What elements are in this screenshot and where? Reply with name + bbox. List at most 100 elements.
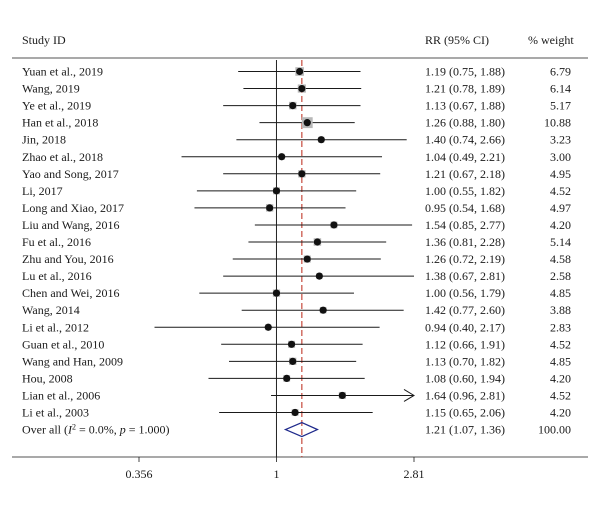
- study-row: Chen and Wei, 2016 1.00 (0.56, 1.79) 4.85: [22, 286, 571, 300]
- weight-value: 4.20: [550, 371, 571, 385]
- weight-value: 4.20: [550, 218, 571, 232]
- point-estimate: [317, 136, 325, 144]
- study-label: Yuan et al., 2019: [22, 65, 103, 79]
- point-estimate: [272, 187, 281, 195]
- rr-value: 0.94 (0.40, 2.17): [425, 320, 505, 334]
- rr-value: 1.54 (0.85, 2.77): [425, 218, 505, 232]
- rr-value: 1.40 (0.74, 2.66): [425, 133, 505, 147]
- study-label: Zhu and You, 2016: [22, 252, 114, 266]
- rr-value: 1.15 (0.65, 2.06): [425, 406, 505, 420]
- study-row: Fu et al., 2016 1.36 (0.81, 2.28) 5.14: [22, 235, 571, 249]
- point-estimate: [315, 272, 323, 280]
- study-label: Wang, 2019: [22, 82, 80, 96]
- study-row: Hou, 2008 1.08 (0.60, 1.94) 4.20: [22, 371, 571, 385]
- study-row: Guan et al., 2010 1.12 (0.66, 1.91) 4.52: [22, 337, 571, 351]
- rr-value: 1.21 (0.78, 1.89): [425, 82, 505, 96]
- header-weight: % weight: [528, 33, 574, 47]
- study-row: Li et al., 2012 0.94 (0.40, 2.17) 2.83: [22, 320, 571, 334]
- weight-value: 3.88: [550, 303, 571, 317]
- weight-value: 5.14: [550, 235, 571, 249]
- study-row: Wang, 2014 1.42 (0.77, 2.60) 3.88: [22, 303, 571, 317]
- study-label: Li et al., 2003: [22, 406, 89, 420]
- study-label: Ye et al., 2019: [22, 99, 91, 113]
- ci-arrow: [403, 389, 415, 402]
- weight-value: 5.17: [550, 99, 571, 113]
- rr-value: 1.26 (0.72, 2.19): [425, 252, 505, 266]
- point-estimate: [291, 408, 299, 417]
- point-estimate: [303, 119, 311, 127]
- rr-value: 1.64 (0.96, 2.81): [425, 388, 505, 402]
- study-row: Ye et al., 2019 1.13 (0.67, 1.88) 5.17: [22, 99, 571, 113]
- rr-value: 1.13 (0.67, 1.88): [425, 99, 505, 113]
- rr-value: 1.04 (0.49, 2.21): [425, 150, 505, 164]
- point-estimate: [278, 153, 286, 161]
- study-label: Jin, 2018: [22, 133, 66, 147]
- weight-value: 4.95: [550, 167, 571, 181]
- study-label: Lu et al., 2016: [22, 269, 92, 283]
- study-label: Li et al., 2012: [22, 320, 89, 334]
- study-label: Lian et al., 2006: [22, 388, 100, 402]
- study-rows: Yuan et al., 2019 1.19 (0.75, 1.88) 6.79 Wa…: [22, 65, 571, 420]
- rr-value: 1.42 (0.77, 2.60): [425, 303, 505, 317]
- study-label: Guan et al., 2010: [22, 337, 104, 351]
- study-label: Han et al., 2018: [22, 116, 98, 130]
- study-row: Long and Xiao, 2017 0.95 (0.54, 1.68) 4.97: [22, 201, 571, 215]
- rr-value: 1.00 (0.56, 1.79): [425, 286, 505, 300]
- rr-value: 1.00 (0.55, 1.82): [425, 184, 505, 198]
- study-row: Zhu and You, 2016 1.26 (0.72, 2.19) 4.58: [22, 252, 571, 266]
- study-row: Wang, 2019 1.21 (0.78, 1.89) 6.14: [22, 82, 571, 96]
- point-estimate: [338, 391, 346, 400]
- study-row: Lian et al., 2006 1.64 (0.96, 2.81) 4.52: [22, 388, 571, 402]
- point-estimate: [289, 357, 297, 365]
- x-tick-label: 1: [273, 467, 279, 481]
- weight-value: 4.85: [550, 354, 571, 368]
- rr-value: 1.13 (0.70, 1.82): [425, 354, 505, 368]
- rr-value: 1.36 (0.81, 2.28): [425, 235, 505, 249]
- point-estimate: [296, 67, 304, 76]
- x-tick-label: 2.81: [404, 467, 425, 481]
- study-row: Lu et al., 2016 1.38 (0.67, 2.81) 2.58: [22, 269, 571, 283]
- weight-value: 4.52: [550, 388, 571, 402]
- point-estimate: [266, 204, 274, 212]
- weight-value: 6.14: [550, 82, 571, 96]
- study-label: Yao and Song, 2017: [22, 167, 119, 181]
- study-row: Zhao et al., 2018 1.04 (0.49, 2.21) 3.00: [22, 150, 571, 164]
- overall-row: Over all (I2 = 0.0%, p = 1.000) 1.21 (1.0…: [22, 421, 571, 438]
- point-estimate: [303, 255, 311, 263]
- study-row: Liu and Wang, 2016 1.54 (0.85, 2.77) 4.20: [22, 218, 571, 232]
- weight-value: 4.52: [550, 184, 571, 198]
- weight-value: 2.58: [550, 269, 571, 283]
- point-estimate: [330, 221, 338, 229]
- overall-weight-value: 100.00: [538, 423, 571, 437]
- point-estimate: [289, 102, 297, 110]
- weight-value: 6.79: [550, 65, 571, 79]
- rr-value: 1.08 (0.60, 1.94): [425, 371, 505, 385]
- study-label: Li, 2017: [22, 184, 63, 198]
- study-row: Li et al., 2003 1.15 (0.65, 2.06) 4.20: [22, 406, 571, 420]
- rr-value: 1.38 (0.67, 2.81): [425, 269, 505, 283]
- overall-label: Over all (I2 = 0.0%, p = 1.000): [22, 422, 170, 437]
- weight-value: 4.58: [550, 252, 571, 266]
- study-label: Liu and Wang, 2016: [22, 218, 119, 232]
- study-label: Long and Xiao, 2017: [22, 201, 124, 215]
- header-rr: RR (95% CI): [425, 33, 489, 47]
- point-estimate: [298, 170, 306, 178]
- weight-value: 4.97: [550, 201, 571, 215]
- x-tick-label: 0.356: [126, 467, 153, 481]
- weight-value: 2.83: [550, 320, 571, 334]
- weight-value: 3.23: [550, 133, 571, 147]
- point-estimate: [313, 238, 322, 246]
- study-label: Wang and Han, 2009: [22, 354, 123, 368]
- point-estimate: [264, 323, 272, 331]
- study-row: Li, 2017 1.00 (0.55, 1.82) 4.52: [22, 184, 571, 198]
- study-label: Hou, 2008: [22, 371, 73, 385]
- rr-value: 0.95 (0.54, 1.68): [425, 201, 505, 215]
- point-estimate: [287, 340, 296, 348]
- study-row: Han et al., 2018 1.26 (0.88, 1.80) 10.88: [22, 116, 571, 130]
- weight-value: 4.20: [550, 406, 571, 420]
- rr-value: 1.19 (0.75, 1.88): [425, 65, 505, 79]
- study-label: Chen and Wei, 2016: [22, 286, 119, 300]
- weight-value: 10.88: [544, 116, 571, 130]
- point-estimate: [283, 374, 291, 382]
